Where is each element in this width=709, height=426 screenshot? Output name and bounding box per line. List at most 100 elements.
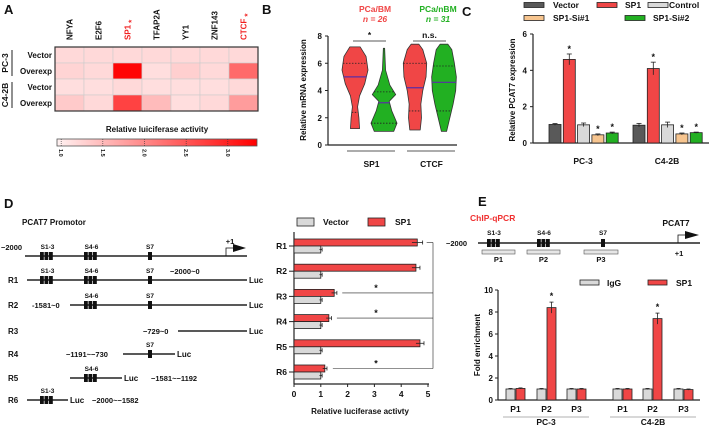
site-label: S1-3 bbox=[487, 230, 501, 237]
legend-label: Vector bbox=[553, 0, 580, 10]
heatmap-cell bbox=[228, 94, 259, 112]
x-category-label: P3 bbox=[678, 404, 689, 414]
legend-swatch bbox=[296, 217, 315, 227]
colorbar bbox=[56, 138, 258, 147]
luc-label: Luc bbox=[124, 374, 139, 383]
site-box bbox=[84, 374, 88, 382]
site-box bbox=[49, 396, 53, 404]
y-tick-label: 0 bbox=[489, 396, 494, 405]
construct-name: R5 bbox=[8, 374, 19, 383]
site-box bbox=[84, 252, 88, 260]
group-label: SP1 bbox=[363, 159, 379, 169]
luc-label: Luc bbox=[70, 396, 85, 405]
colorbar-tick-label: 2.0 bbox=[141, 149, 147, 157]
primer-label: P3 bbox=[596, 255, 605, 264]
construct-name: R6 bbox=[8, 396, 19, 405]
heatmap-panel-a: NFYA E2F6 SP1* TFAP2A YY1 ZNF143 CTCF*PC-3 Vect… bbox=[0, 9, 259, 157]
legend-label: SP1 bbox=[625, 0, 641, 10]
site-box bbox=[93, 276, 97, 284]
y-tick-label: 2 bbox=[489, 374, 494, 383]
heatmap-cell bbox=[228, 62, 259, 80]
x-category-label: P2 bbox=[541, 404, 552, 414]
heatmap-cell bbox=[54, 62, 85, 80]
heatmap-cell bbox=[83, 94, 114, 112]
bar bbox=[632, 124, 646, 144]
bar-panel-c: Vector SP1 Control SP1-Si#1 SP1-Si#2 0 2 4 6 Rela… bbox=[508, 0, 709, 166]
site-box bbox=[84, 301, 88, 309]
site-box bbox=[44, 276, 49, 284]
site-box-s7 bbox=[148, 350, 152, 358]
tss-label: +1 bbox=[675, 249, 684, 258]
bar-vector bbox=[293, 270, 322, 279]
legend-nbm: PCa/nBM bbox=[419, 4, 456, 14]
bar bbox=[646, 68, 660, 144]
primer-box bbox=[526, 249, 561, 255]
legend-label: SP1-Si#2 bbox=[653, 13, 690, 23]
bar bbox=[689, 132, 703, 144]
site-box bbox=[40, 252, 44, 260]
x-tick-label: 2 bbox=[345, 389, 350, 399]
column-header: NFYA bbox=[66, 19, 75, 40]
colorbar-title: Relative luiciferase activity bbox=[106, 125, 209, 134]
legend-swatch bbox=[596, 2, 618, 8]
heatmap-cell bbox=[112, 94, 143, 112]
column-label: SP1 bbox=[124, 24, 133, 40]
legend-swatch bbox=[367, 217, 386, 227]
significance-star: * bbox=[652, 52, 656, 62]
column-header: ZNF143 bbox=[211, 11, 220, 40]
bar-panel-e: IgG SP1 0 2 4 6 8 10 Fold enrichment P1 * P2 P3 PC-3 P… bbox=[473, 278, 700, 426]
row-label: R3 bbox=[276, 291, 287, 301]
heatmap-cell bbox=[170, 94, 201, 112]
heatmap-cell bbox=[228, 46, 259, 64]
panel-label-B: B bbox=[262, 2, 271, 17]
construct-name: R2 bbox=[8, 301, 19, 310]
panel-labels: A B C D E bbox=[4, 2, 487, 211]
site-box bbox=[44, 396, 49, 404]
heatmap-cell bbox=[199, 78, 230, 96]
heatmap-cell bbox=[112, 62, 143, 80]
panel-label-C: C bbox=[462, 4, 472, 19]
chip-title: ChIP-qPCR bbox=[470, 213, 515, 223]
x-category-label: P1 bbox=[617, 404, 628, 414]
colorbar-tick-label: 3.0 bbox=[224, 149, 230, 157]
bar bbox=[546, 307, 557, 401]
site-box-s7 bbox=[148, 252, 152, 260]
legend-bm-n: n = 26 bbox=[363, 14, 388, 24]
site-label: S4-6 bbox=[85, 293, 99, 300]
construct-range: −1191~−730 bbox=[66, 350, 108, 359]
legend-bm: PCa/BM bbox=[359, 4, 391, 14]
y-tick-label: 6 bbox=[523, 30, 528, 39]
legend-label: IgG bbox=[607, 278, 622, 288]
site-label: S7 bbox=[146, 244, 154, 251]
bar bbox=[673, 388, 684, 401]
legend-label: Control bbox=[669, 0, 699, 10]
site-box bbox=[93, 301, 97, 309]
significance-star: * bbox=[610, 122, 614, 132]
y-tick-label: 6 bbox=[318, 59, 323, 68]
y-tick-label: 2 bbox=[523, 103, 528, 112]
site-box bbox=[491, 239, 496, 247]
luc-label: Luc bbox=[249, 301, 264, 310]
y-axis-label: Relative mRNA expression bbox=[299, 39, 308, 141]
construct-name: R4 bbox=[8, 350, 19, 359]
y-tick-label: 10 bbox=[484, 286, 493, 295]
significance-star: * bbox=[374, 308, 378, 318]
bar-sp1 bbox=[293, 238, 418, 247]
luc-label: Luc bbox=[249, 327, 264, 336]
bar-sp1 bbox=[293, 288, 335, 297]
x-category-label: C4-2B bbox=[655, 156, 680, 166]
bar-vector bbox=[293, 321, 322, 330]
y-tick-label: 0 bbox=[523, 139, 528, 148]
row-label: R1 bbox=[276, 241, 287, 251]
heatmap-cell bbox=[199, 94, 230, 112]
panel-label-A: A bbox=[4, 2, 14, 17]
site-box bbox=[44, 252, 49, 260]
panel-label-D: D bbox=[4, 196, 13, 211]
significance-star: * bbox=[244, 13, 253, 17]
site-label: S4-6 bbox=[85, 366, 99, 373]
site-box bbox=[88, 252, 93, 260]
heatmap-cell bbox=[54, 94, 85, 112]
x-tick-label: 1 bbox=[318, 389, 323, 399]
site-label: S1-3 bbox=[41, 268, 55, 275]
